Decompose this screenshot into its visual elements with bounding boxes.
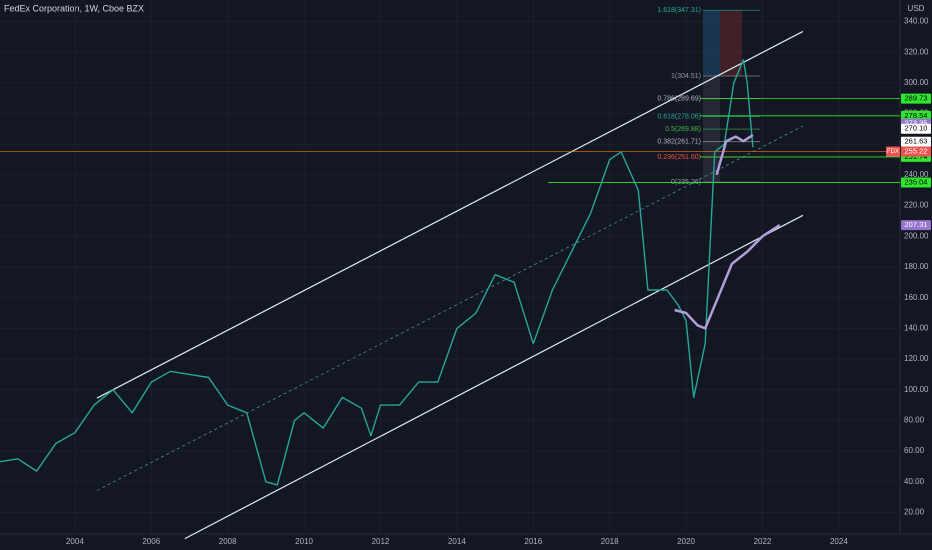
price-tag-label: 270.10: [905, 124, 928, 133]
x-tick-label: 2006: [142, 537, 160, 546]
y-tick-label: 200.00: [904, 231, 929, 240]
y-tick-label: 340.00: [904, 17, 929, 26]
symbol-tag: [901, 146, 931, 157]
channel-line: [96, 30, 804, 399]
y-tick-label: 220.00: [904, 201, 929, 210]
y-tick-label: 120.00: [904, 354, 929, 363]
price-tag-label: 207.31: [905, 220, 928, 229]
symbol-tag-name: FDX: [887, 149, 899, 155]
fib-label: 1.618(347.31): [657, 7, 701, 14]
fib-label: 0.236(251.60): [657, 154, 701, 161]
price-line-series: [715, 133, 754, 176]
x-tick-label: 2014: [448, 537, 466, 546]
y-tick-label: 100.00: [904, 385, 929, 394]
price-line-series: [674, 224, 781, 330]
fib-zone: [720, 10, 742, 76]
fib-label: 0.618(278.06): [657, 113, 701, 120]
price-tag: [901, 136, 931, 147]
y-tick-label: 80.00: [904, 416, 925, 425]
price-tag: [901, 110, 931, 121]
x-tick-label: 2020: [677, 537, 695, 546]
x-tick-label: 2008: [219, 537, 237, 546]
price-tag-label: 261.63: [905, 137, 928, 146]
channel-line: [96, 125, 804, 491]
price-tag-label: 278.54: [905, 111, 928, 120]
y-tick-label: 140.00: [904, 323, 929, 332]
x-tick-label: 2018: [601, 537, 619, 546]
price-tag: [901, 220, 931, 231]
fib-label: 0.786(289.69): [657, 96, 701, 103]
y-tick-label: 240.00: [904, 170, 929, 179]
y-tick-label: 60.00: [904, 446, 925, 455]
fib-label: 0.382(261.71): [657, 138, 701, 145]
symbol-tag-label: 255.22: [905, 147, 928, 156]
price-line-series: [0, 59, 754, 486]
fib-label: 0.5(269.88): [665, 126, 701, 133]
x-tick-label: 2016: [524, 537, 542, 546]
price-tag: [901, 177, 931, 188]
price-tag-label: 273.35: [905, 119, 928, 128]
price-tag: [901, 123, 931, 134]
y-tick-label: 160.00: [904, 293, 929, 302]
price-tag: [901, 93, 931, 104]
symbol-tag: [886, 146, 900, 157]
x-tick-label: 2010: [295, 537, 313, 546]
x-tick-label: 2022: [754, 537, 772, 546]
fib-zone: [703, 10, 720, 76]
y-tick-label: 180.00: [904, 262, 929, 271]
y-tick-label: 300.00: [904, 78, 929, 87]
x-tick-label: 2024: [830, 537, 848, 546]
price-tag-label: 289.73: [905, 94, 928, 103]
currency-label: USD: [908, 4, 925, 13]
x-tick-label: 2004: [66, 537, 84, 546]
x-tick-label: 2012: [372, 537, 390, 546]
y-tick-label: 320.00: [904, 47, 929, 56]
chart-title: FedEx Corporation, 1W, Cboe BZX: [4, 3, 144, 13]
channel-line: [184, 214, 804, 540]
y-tick-label: 20.00: [904, 508, 925, 517]
price-tag-label: 235.04: [905, 178, 928, 187]
y-tick-label: 40.00: [904, 477, 925, 486]
fib-label: 1(304.51): [671, 73, 701, 80]
